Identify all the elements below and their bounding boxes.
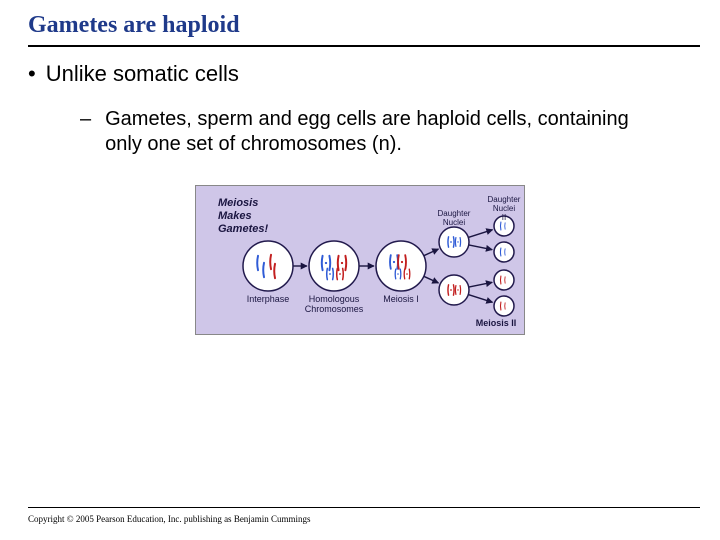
bullet-level1: • Unlike somatic cells bbox=[0, 47, 720, 87]
diagram-container: Interphase HomologousChromosomes Meiosis I… bbox=[0, 157, 720, 335]
svg-text:Makes: Makes bbox=[218, 210, 252, 222]
slide-title: Gametes are haploid bbox=[0, 0, 720, 45]
svg-text:Nuclei: Nuclei bbox=[493, 204, 515, 213]
bullet-dash: – bbox=[80, 107, 91, 132]
svg-text:Interphase: Interphase bbox=[247, 294, 290, 304]
svg-text:Daughter: Daughter bbox=[438, 209, 471, 218]
svg-text:Homologous: Homologous bbox=[309, 294, 360, 304]
svg-text:Daughter: Daughter bbox=[488, 195, 521, 204]
bullet-level1-text: Unlike somatic cells bbox=[46, 61, 239, 87]
svg-text:Meiosis: Meiosis bbox=[218, 197, 258, 209]
svg-text:Gametes!: Gametes! bbox=[218, 223, 268, 235]
footer-rule bbox=[28, 507, 700, 508]
bullet-level2-text: Gametes, sperm and egg cells are haploid… bbox=[105, 107, 660, 157]
svg-text:Nuclei: Nuclei bbox=[443, 218, 465, 227]
meiosis-diagram: Interphase HomologousChromosomes Meiosis I… bbox=[195, 185, 525, 335]
svg-text:II: II bbox=[502, 213, 506, 222]
bullet-level2: – Gametes, sperm and egg cells are haplo… bbox=[0, 87, 720, 157]
svg-text:Meiosis II: Meiosis II bbox=[476, 318, 517, 328]
svg-text:Chromosomes: Chromosomes bbox=[305, 304, 364, 314]
copyright-text: Copyright © 2005 Pearson Education, Inc.… bbox=[28, 514, 311, 524]
bullet-dot: • bbox=[28, 61, 36, 87]
svg-text:Meiosis I: Meiosis I bbox=[383, 294, 419, 304]
